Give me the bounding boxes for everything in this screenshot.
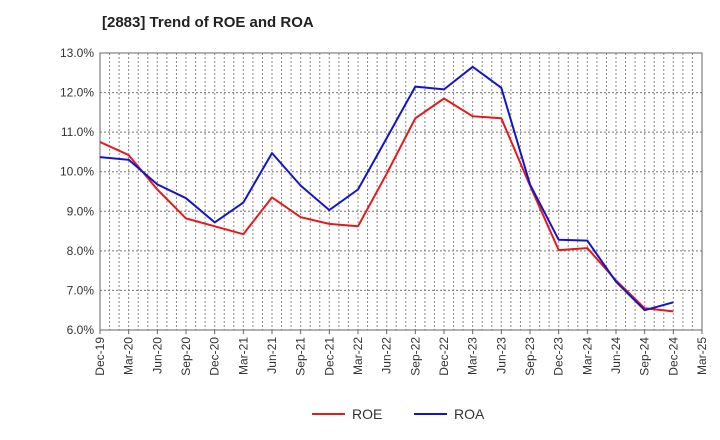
y-tick-label: 8.0% — [67, 244, 95, 258]
x-tick-label: Mar-23 — [466, 337, 480, 375]
x-tick-label: Dec-23 — [552, 337, 566, 376]
x-tick-label: Mar-21 — [236, 337, 250, 375]
y-tick-label: 11.0% — [61, 125, 94, 139]
legend-label-roe: ROE — [352, 406, 382, 422]
x-tick-label: Sep-21 — [294, 337, 308, 376]
legend-label-roa: ROA — [454, 406, 485, 422]
x-tick-label: Sep-20 — [179, 337, 193, 376]
plot-background — [100, 53, 702, 330]
y-tick-label: 9.0% — [67, 204, 95, 218]
x-tick-label: Mar-24 — [580, 337, 594, 375]
x-tick-label: Jun-23 — [494, 337, 508, 374]
x-tick-label: Jun-20 — [150, 337, 164, 374]
plot-border — [99, 52, 703, 331]
x-tick-label: Jun-22 — [380, 337, 394, 374]
x-tick-label: Jun-21 — [265, 337, 279, 374]
x-tick-label: Dec-22 — [437, 337, 451, 376]
x-tick-label: Mar-22 — [351, 337, 365, 375]
x-tick-label: Mar-25 — [695, 337, 709, 375]
x-tick-label: Dec-19 — [93, 337, 107, 376]
y-tick-label: 13.0% — [60, 46, 94, 60]
y-tick-label: 6.0% — [67, 323, 95, 337]
x-tick-label: Jun-24 — [609, 337, 623, 374]
x-tick-label: Dec-20 — [208, 337, 222, 376]
x-tick-label: Sep-23 — [523, 337, 537, 376]
series-line-roe — [99, 97, 674, 313]
x-tick-label: Sep-24 — [638, 337, 652, 376]
chart-title: [2883] Trend of ROE and ROA — [102, 14, 314, 31]
x-tick-label: Dec-21 — [322, 337, 336, 376]
y-tick-label: 10.0% — [60, 165, 94, 179]
y-tick-label: 12.0% — [60, 86, 94, 100]
y-tick-label: 7.0% — [67, 283, 95, 297]
x-tick-label: Dec-24 — [666, 337, 680, 376]
series-line-roa — [99, 65, 674, 312]
x-tick-label: Mar-20 — [122, 337, 136, 375]
x-tick-label: Sep-22 — [408, 337, 422, 376]
